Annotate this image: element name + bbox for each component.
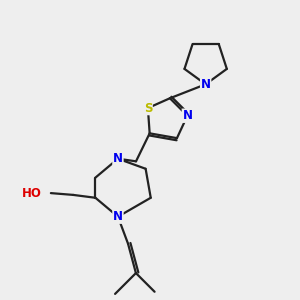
Text: N: N: [113, 210, 123, 223]
Text: N: N: [182, 109, 192, 122]
Text: S: S: [144, 102, 152, 115]
Text: N: N: [113, 152, 123, 165]
Text: N: N: [201, 78, 211, 91]
Text: HO: HO: [22, 187, 42, 200]
